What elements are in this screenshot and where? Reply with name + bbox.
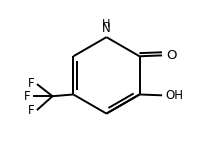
Text: H: H xyxy=(102,19,111,29)
Text: F: F xyxy=(28,104,34,117)
Text: O: O xyxy=(166,49,177,62)
Text: OH: OH xyxy=(166,89,184,102)
Text: F: F xyxy=(28,77,34,90)
Text: N: N xyxy=(102,22,111,35)
Text: F: F xyxy=(24,90,31,103)
